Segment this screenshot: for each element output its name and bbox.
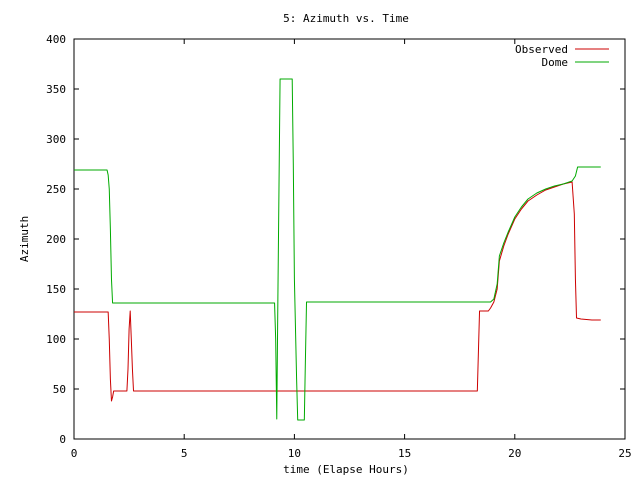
y-tick-label: 350 [46, 83, 66, 96]
x-tick-label: 25 [618, 447, 631, 460]
legend-label-dome: Dome [542, 56, 569, 69]
x-tick-label: 5 [181, 447, 188, 460]
x-axis-label: time (Elapse Hours) [283, 463, 409, 476]
y-axis-ticks: 0 50 100 150 200 250 300 350 400 [46, 33, 625, 446]
series-line-observed [74, 181, 601, 402]
y-tick-label: 250 [46, 183, 66, 196]
x-tick-label: 20 [508, 447, 521, 460]
y-tick-label: 100 [46, 333, 66, 346]
y-tick-label: 300 [46, 133, 66, 146]
y-tick-label: 150 [46, 283, 66, 296]
chart-title: 5: Azimuth vs. Time [283, 12, 409, 25]
series-layer [74, 78, 601, 421]
x-axis-ticks: 0 5 10 15 20 25 [71, 39, 632, 460]
x-tick-label: 10 [288, 447, 301, 460]
plot-frame [73, 38, 626, 440]
legend-label-observed: Observed [515, 43, 568, 56]
x-tick-label: 0 [71, 447, 78, 460]
y-axis-label: Azimuth [18, 216, 31, 262]
y-tick-label: 50 [53, 383, 66, 396]
y-tick-label: 200 [46, 233, 66, 246]
series-line-dome [74, 78, 601, 421]
y-tick-label: 400 [46, 33, 66, 46]
x-tick-label: 15 [398, 447, 411, 460]
y-tick-label: 0 [59, 433, 66, 446]
